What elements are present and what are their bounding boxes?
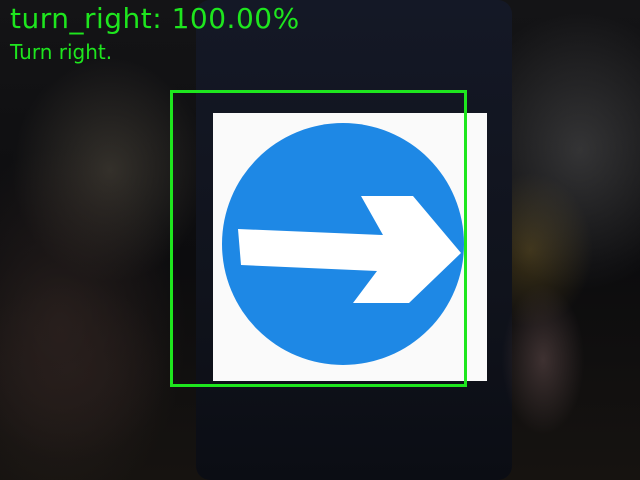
detection-label: turn_right: 100.00% [10,2,300,35]
right-arrow-icon [238,196,461,303]
thumb-shadow [488,250,598,470]
detection-caption: Turn right. [10,40,113,64]
hand-shadow [0,230,220,480]
detection-bounding-box [170,90,467,387]
turn-right-sign [222,123,464,365]
